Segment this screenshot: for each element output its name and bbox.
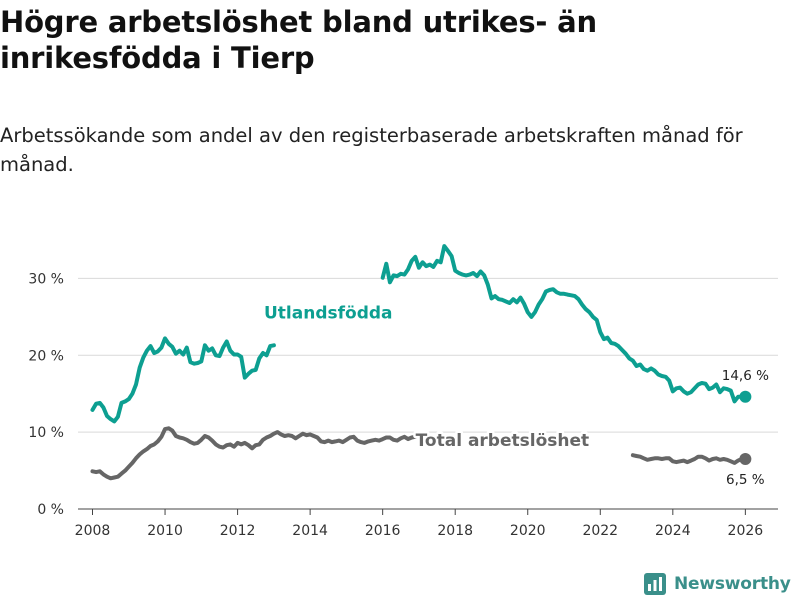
series-layer <box>90 244 748 481</box>
end-value-label: 6,5 % <box>726 472 765 488</box>
end-marker <box>739 453 752 466</box>
y-tick-label: 20 % <box>28 348 64 364</box>
series-label: Utlandsfödda <box>264 303 393 323</box>
series-label-halo: Utlandsfödda <box>264 303 393 323</box>
x-tick-label: 2026 <box>728 523 764 539</box>
series-line <box>90 336 276 424</box>
series-line <box>380 244 748 404</box>
x-tick-label: 2024 <box>655 523 691 539</box>
end-marker <box>739 390 752 403</box>
brand-name: Newsworthy <box>674 574 791 594</box>
y-tick-label: 30 % <box>28 271 64 287</box>
x-tick-label: 2018 <box>437 523 473 539</box>
x-tick-label: 2022 <box>582 523 618 539</box>
x-tick-label: 2012 <box>220 523 256 539</box>
axis-layer: 0 % 10 % 20 % 30 % 2008 2010 2012 2014 2016 2018 2… <box>28 271 778 539</box>
grid-layer <box>78 277 778 433</box>
line-chart: 0 % 10 % 20 % 30 % 2008 2010 2012 2014 2016 2018 2… <box>28 244 778 539</box>
x-tick-label: 2014 <box>292 523 328 539</box>
x-tick-label: 2016 <box>365 523 401 539</box>
chart-subtitle: Arbetssökande som andel av den registerb… <box>0 124 743 176</box>
chart-title: Högre arbetslöshet bland utrikes- än inr… <box>0 5 597 75</box>
end-value-label: 14,6 % <box>722 368 769 384</box>
series-label-halo: Total arbetslöshet <box>416 431 590 451</box>
x-tick-label: 2020 <box>510 523 546 539</box>
brand[interactable]: Newsworthy <box>644 570 791 598</box>
x-tick-label: 2008 <box>75 523 111 539</box>
y-tick-label: 10 % <box>28 425 64 441</box>
series-line <box>630 453 748 465</box>
series-label: Total arbetslöshet <box>416 431 590 451</box>
x-tick-label: 2010 <box>147 523 183 539</box>
bar-chart-logo-icon <box>644 573 666 595</box>
y-tick-label: 0 % <box>37 502 64 518</box>
series-line <box>90 426 429 481</box>
